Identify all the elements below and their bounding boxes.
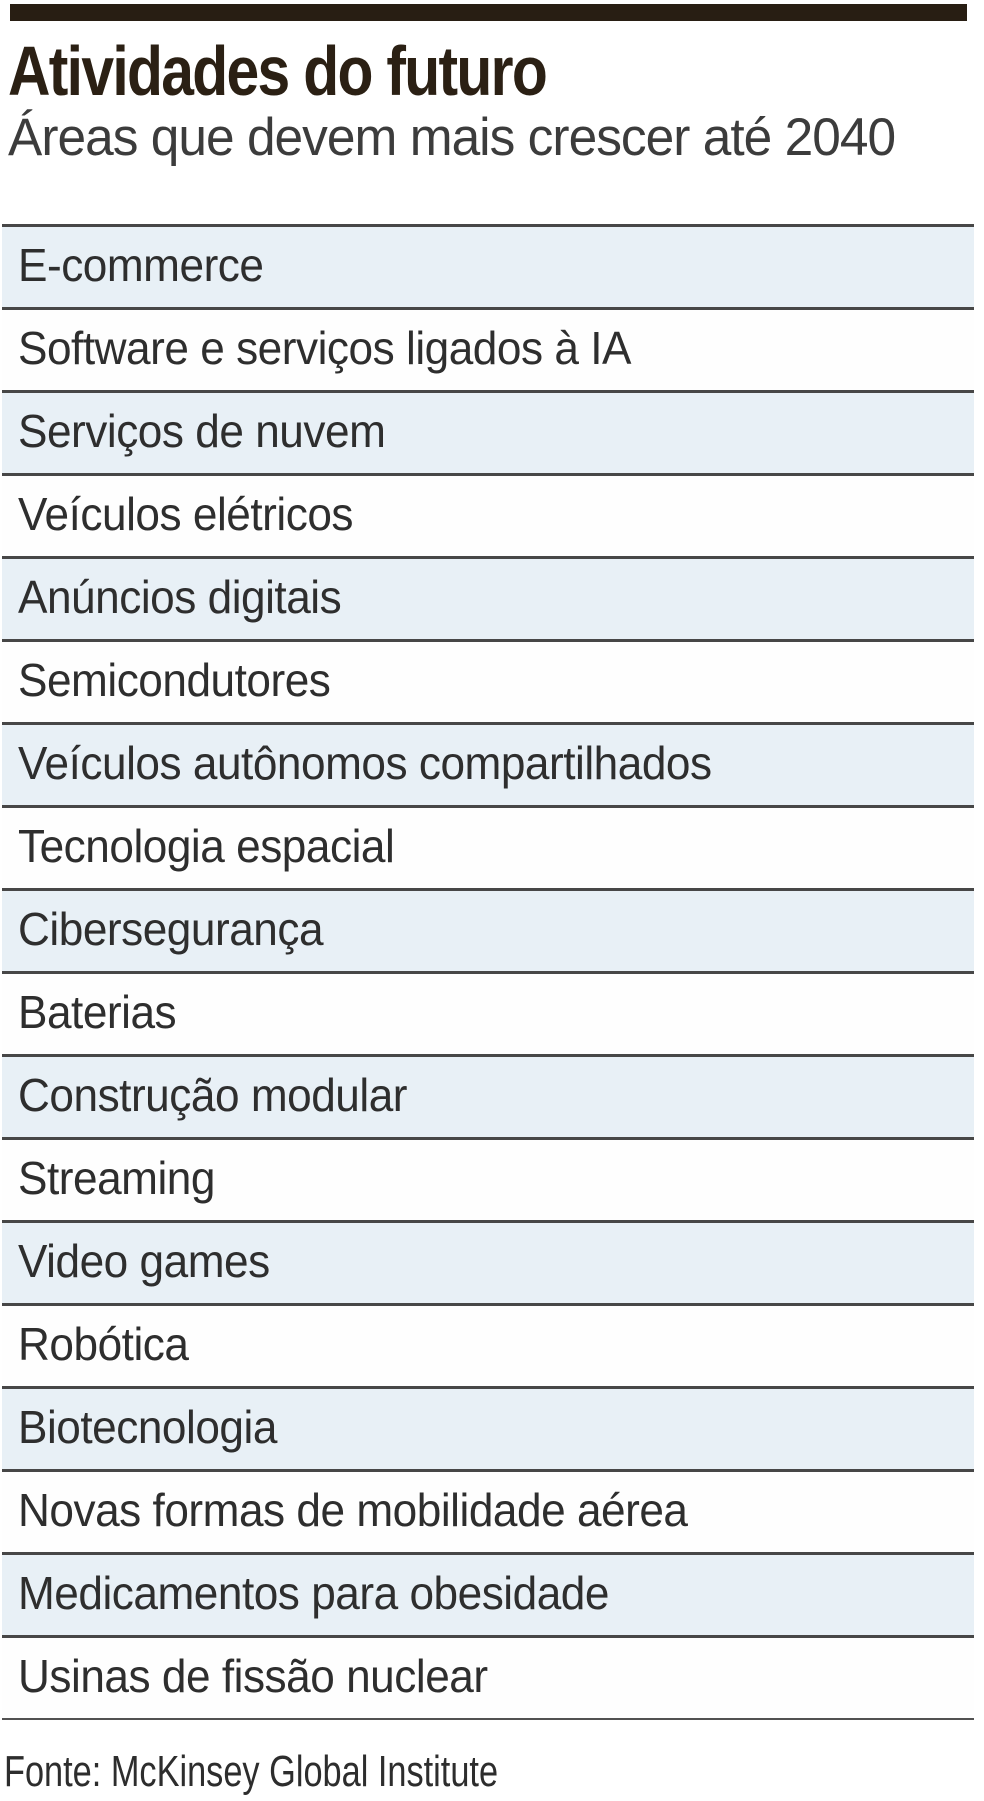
growth-areas-table: E-commerce Software e serviços ligados à … [2,224,974,1720]
row-label: Biotecnologia [18,1401,277,1453]
row-label: Cibersegurança [18,903,324,955]
table-row: Semicondutores [2,639,974,722]
row-label: Software e serviços ligados à IA [18,322,632,374]
table-row: Usinas de fissão nuclear [2,1635,974,1718]
table-row: E-commerce [2,224,974,307]
table-row: Anúncios digitais [2,556,974,639]
row-label: Novas formas de mobilidade aérea [18,1484,688,1536]
row-label: Serviços de nuvem [18,405,386,457]
row-label: Anúncios digitais [18,571,342,623]
source-attribution: Fonte: McKinsey Global Institute [4,1747,499,1796]
table-row: Veículos elétricos [2,473,974,556]
page-subtitle: Áreas que devem mais crescer até 2040 [8,108,896,167]
table-row: Streaming [2,1137,974,1220]
page-title: Atividades do futuro [8,32,548,110]
row-label: Baterias [18,986,177,1038]
table-row: Veículos autônomos compartilhados [2,722,974,805]
table-row: Medicamentos para obesidade [2,1552,974,1635]
table-row: Novas formas de mobilidade aérea [2,1469,974,1552]
row-label: Veículos autônomos compartilhados [18,737,712,789]
table-row: Robótica [2,1303,974,1386]
row-label: Video games [18,1235,270,1287]
row-label: Robótica [18,1318,189,1370]
table-row: Tecnologia espacial [2,805,974,888]
table-row: Software e serviços ligados à IA [2,307,974,390]
row-label: Construção modular [18,1069,407,1121]
row-label: Usinas de fissão nuclear [18,1650,488,1702]
row-label: Veículos elétricos [18,488,354,540]
table-row: Video games [2,1220,974,1303]
row-label: E-commerce [18,239,264,291]
row-label: Semicondutores [18,654,331,706]
table-row: Biotecnologia [2,1386,974,1469]
row-label: Medicamentos para obesidade [18,1567,609,1619]
row-label: Tecnologia espacial [18,820,395,872]
table-row: Construção modular [2,1054,974,1137]
table-row: Baterias [2,971,974,1054]
row-label: Streaming [18,1152,215,1204]
top-accent-bar [10,4,967,21]
table-row: Serviços de nuvem [2,390,974,473]
table-row: Cibersegurança [2,888,974,971]
